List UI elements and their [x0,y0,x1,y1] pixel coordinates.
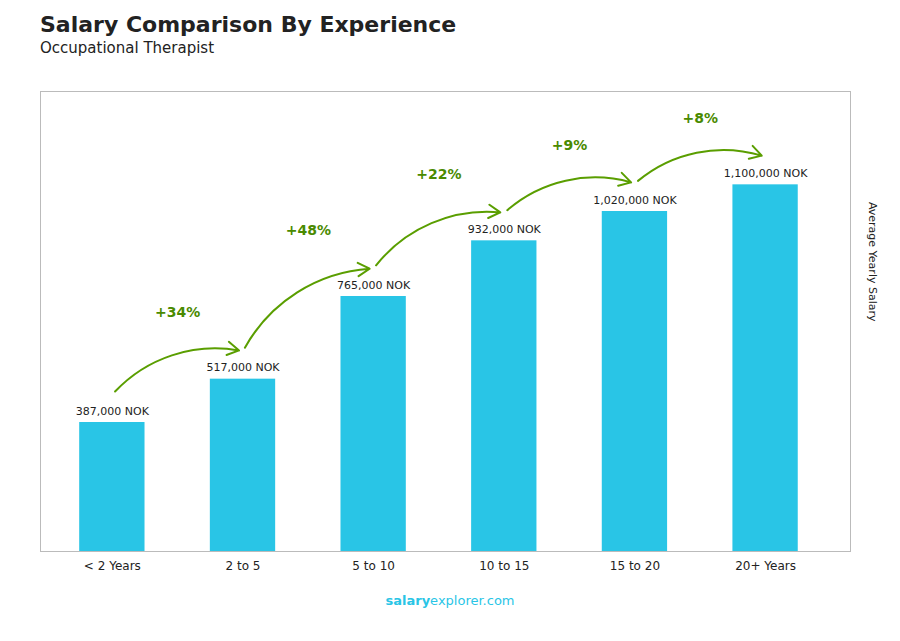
svg-text:+8%: +8% [683,110,719,126]
svg-text:932,000 NOK: 932,000 NOK [468,223,542,236]
svg-text:517,000 NOK: 517,000 NOK [206,361,280,374]
svg-text:387,000 NOK: 387,000 NOK [76,405,150,418]
svg-text:15 to 20: 15 to 20 [610,559,660,573]
html-text:Salary Comparison By Experienc: Salary Comparison By Experience [40,12,457,37]
svg-text:20+ Years: 20+ Years [735,559,796,573]
svg-text:10 to 15: 10 to 15 [479,559,529,573]
svg-text:+34%: +34% [155,304,200,320]
svg-text:Average Yearly Salary: Average Yearly Salary [866,202,879,322]
html-text:salary explorer.com: salary explorer.com [385,593,515,608]
svg-text:1,100,000 NOK: 1,100,000 NOK [724,167,808,180]
svg-text:1,020,000 NOK: 1,020,000 NOK [593,194,677,207]
svg-text:+9%: +9% [552,137,588,153]
svg-text:2 to 5: 2 to 5 [226,559,261,573]
svg-text:+48%: +48% [286,222,331,238]
svg-text:765,000 NOK: 765,000 NOK [337,279,411,292]
svg-text:+22%: +22% [416,166,461,182]
svg-text:5 to 10: 5 to 10 [352,559,395,573]
html-text:Occupational Therapist: Occupational Therapist [40,39,214,57]
svg-text:< 2 Years: < 2 Years [84,559,141,573]
